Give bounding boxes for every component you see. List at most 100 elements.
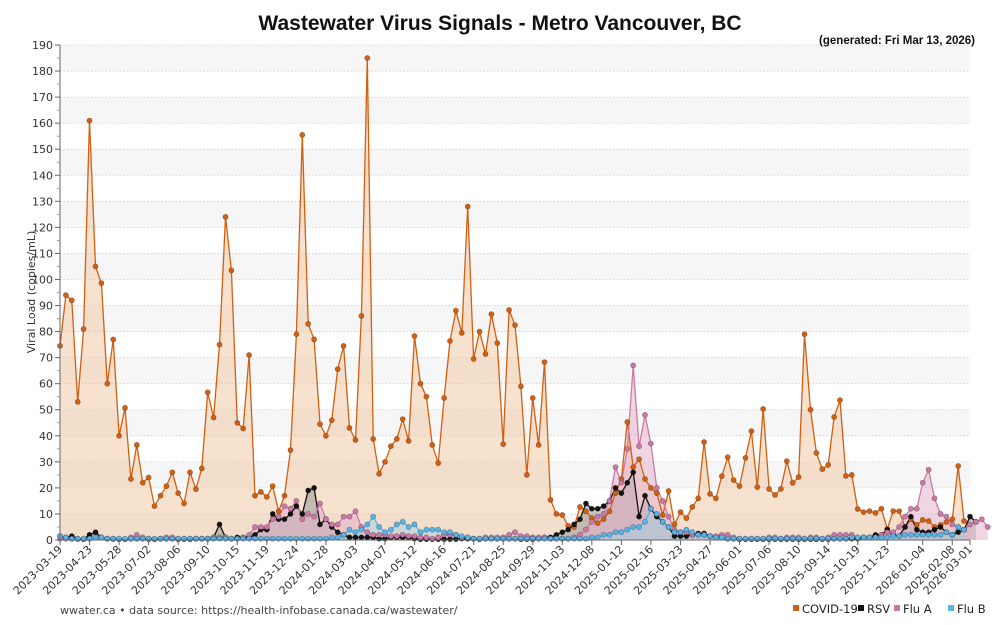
flu-b-point bbox=[435, 526, 442, 533]
covid-19-point bbox=[246, 352, 252, 358]
rsv-point bbox=[967, 513, 973, 520]
covid-19-point bbox=[287, 447, 294, 453]
y-tick-label: 100 bbox=[32, 273, 53, 286]
flu-b-point bbox=[494, 535, 501, 542]
flu-b-point bbox=[447, 529, 453, 536]
flu-b-point bbox=[760, 535, 767, 542]
covid-19-point bbox=[198, 465, 205, 472]
covid-19-point bbox=[494, 340, 501, 346]
flu-b-point bbox=[730, 535, 737, 542]
flu-b-point bbox=[187, 535, 193, 542]
flu-b-point bbox=[884, 534, 891, 541]
covid-19-point bbox=[689, 503, 696, 510]
covid-19-point bbox=[423, 393, 430, 400]
covid-19-point bbox=[187, 469, 193, 476]
flu-b-point bbox=[630, 524, 637, 530]
flu-a-point bbox=[411, 533, 418, 539]
flu-b-point bbox=[819, 535, 826, 542]
flu-b-point bbox=[653, 511, 660, 517]
covid-19-point bbox=[435, 460, 442, 466]
flu-b-point bbox=[228, 535, 235, 542]
flu-b-point bbox=[370, 513, 377, 520]
grid-band bbox=[60, 253, 970, 280]
rsv-point bbox=[902, 524, 908, 530]
flu-b-point bbox=[157, 535, 164, 542]
covid-19-point bbox=[772, 491, 778, 498]
flu-a-point bbox=[896, 524, 902, 530]
covid-19-point bbox=[452, 307, 459, 314]
covid-19-point bbox=[872, 510, 879, 516]
flu-b-point bbox=[707, 533, 713, 539]
flu-b-point bbox=[74, 535, 81, 542]
covid-19-point bbox=[890, 508, 897, 514]
covid-19-point bbox=[695, 495, 702, 502]
covid-19-point bbox=[843, 472, 849, 479]
covid-19-point bbox=[624, 419, 631, 425]
grid-band bbox=[60, 45, 970, 72]
y-tick-label: 40 bbox=[39, 430, 53, 443]
covid-19-point bbox=[854, 506, 861, 512]
flu-a-point bbox=[653, 484, 660, 491]
flu-b-point bbox=[198, 535, 205, 542]
covid-19-point bbox=[192, 486, 199, 493]
covid-19-point bbox=[429, 441, 436, 448]
flu-b-point bbox=[807, 535, 814, 542]
covid-19-point bbox=[754, 484, 761, 490]
flu-b-point bbox=[240, 535, 247, 542]
covid-19-point bbox=[204, 389, 211, 396]
flu-b-point bbox=[281, 535, 288, 542]
covid-19-point bbox=[648, 484, 654, 491]
y-tick-label: 130 bbox=[32, 195, 53, 208]
flu-a-point bbox=[257, 524, 264, 530]
flu-a-point bbox=[884, 529, 891, 536]
flu-a-point bbox=[636, 443, 642, 450]
flu-b-point bbox=[689, 529, 696, 536]
flu-b-point bbox=[860, 534, 867, 541]
flu-b-point bbox=[683, 526, 690, 533]
flu-b-point bbox=[92, 534, 99, 541]
flu-a-point bbox=[399, 531, 406, 538]
covid-19-point bbox=[92, 263, 99, 270]
flu-a-point bbox=[624, 445, 631, 452]
flu-b-point bbox=[352, 529, 359, 536]
covid-19-point bbox=[742, 454, 749, 461]
flu-a-point bbox=[973, 518, 979, 525]
covid-19-point bbox=[263, 494, 270, 500]
rsv-point bbox=[269, 511, 276, 517]
covid-19-point bbox=[577, 503, 583, 510]
covid-19-point bbox=[216, 341, 223, 348]
y-tick-label: 80 bbox=[39, 326, 53, 339]
rsv-point bbox=[913, 526, 920, 533]
rsv-point bbox=[937, 524, 944, 530]
flu-b-point bbox=[642, 518, 648, 525]
flu-b-point bbox=[305, 535, 312, 542]
flu-b-point bbox=[588, 534, 595, 541]
flu-a-point bbox=[919, 479, 926, 486]
covid-19-point bbox=[807, 406, 814, 413]
covid-19-point bbox=[358, 312, 365, 319]
y-tick-label: 170 bbox=[32, 91, 53, 104]
covid-19-point bbox=[778, 485, 784, 492]
flu-b-point bbox=[441, 529, 447, 536]
flu-b-point bbox=[523, 535, 530, 542]
flu-b-point bbox=[376, 524, 382, 530]
flu-b-point bbox=[452, 531, 459, 538]
covid-19-point bbox=[736, 483, 743, 489]
covid-19-point bbox=[500, 441, 507, 447]
flu-b-point bbox=[553, 535, 560, 542]
covid-19-point bbox=[458, 329, 465, 336]
flu-b-point bbox=[583, 535, 589, 542]
covid-19-point bbox=[240, 425, 247, 432]
rsv-point bbox=[565, 526, 572, 533]
flu-b-point bbox=[896, 533, 902, 539]
flu-b-point bbox=[151, 535, 158, 542]
covid-19-point bbox=[943, 519, 950, 525]
flu-a-point bbox=[665, 513, 672, 520]
rsv-point bbox=[293, 503, 300, 509]
flu-b-point bbox=[216, 535, 223, 542]
y-tick-label: 150 bbox=[32, 143, 53, 156]
flu-b-point bbox=[311, 535, 317, 542]
flu-b-point bbox=[848, 534, 855, 541]
flu-b-point bbox=[518, 535, 524, 542]
covid-19-line bbox=[59, 57, 965, 532]
